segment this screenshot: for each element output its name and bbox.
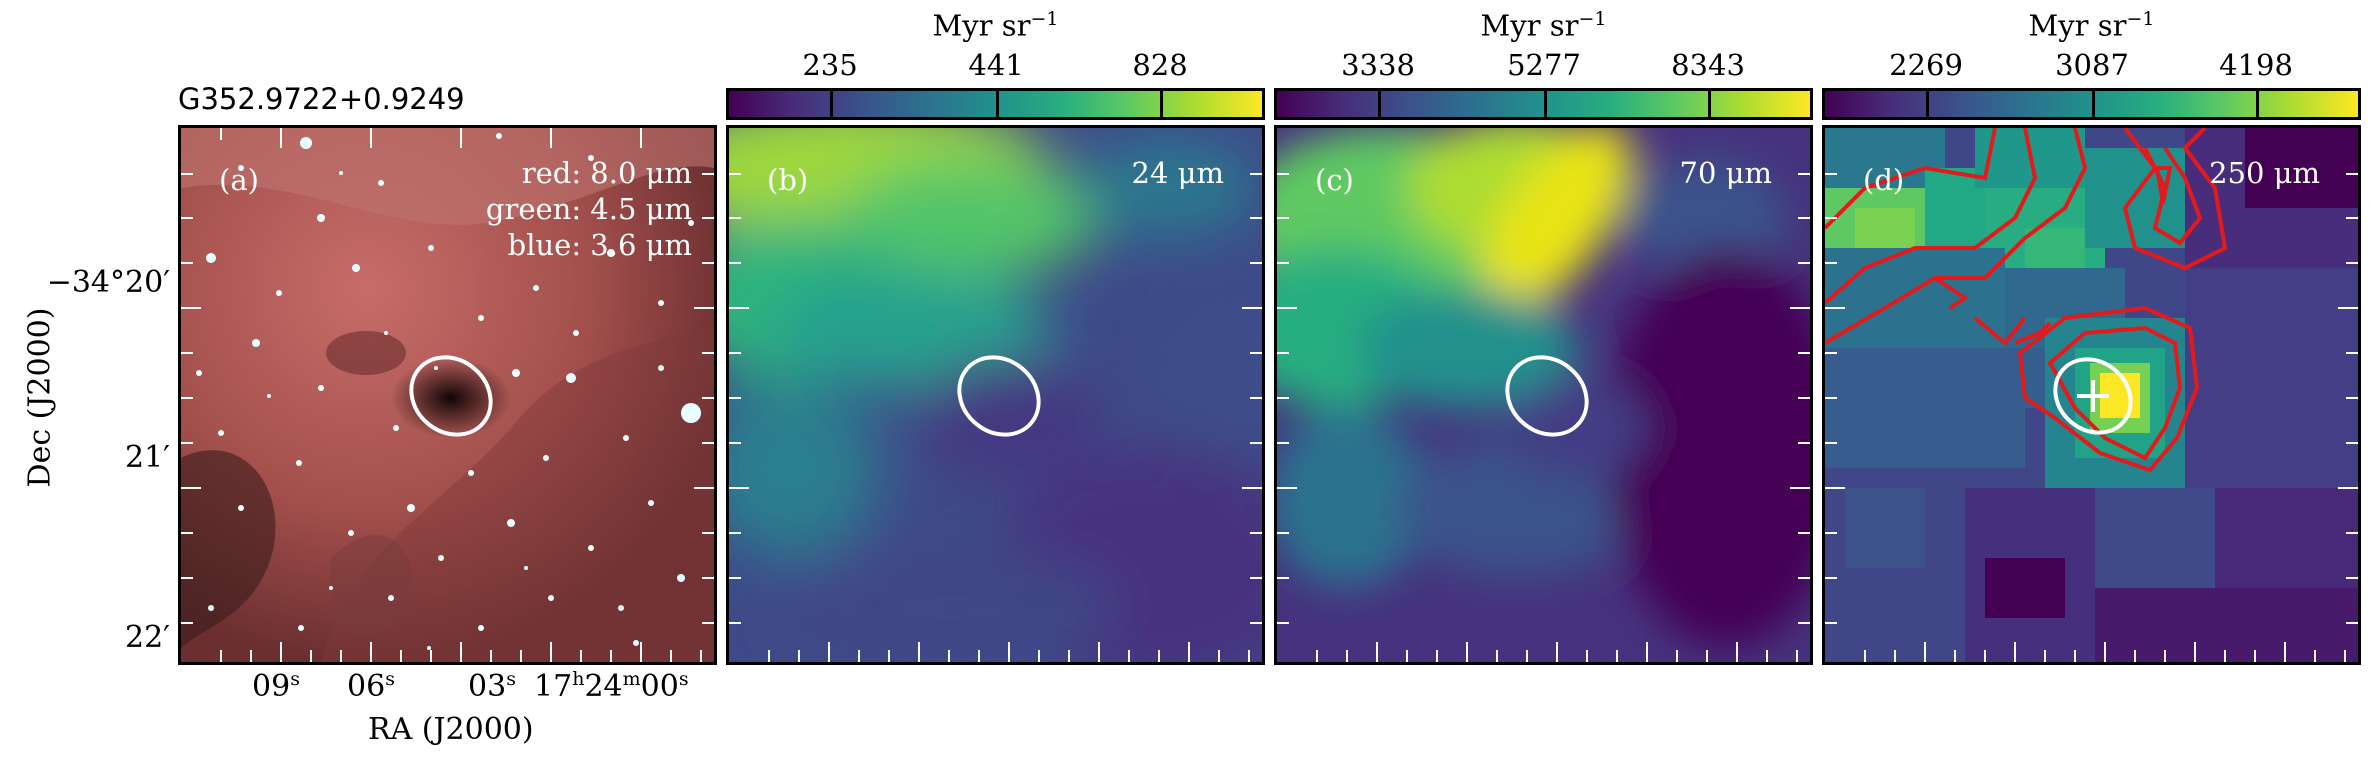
panel-letter: (c) — [1315, 163, 1354, 197]
colorbar-tick-label: 441 — [968, 48, 1024, 82]
panel-c-70um-map: (c) 70 μm — [1274, 125, 1813, 665]
y-tick-label: −34°20′ — [46, 265, 170, 300]
panel-letter: (d) — [1863, 163, 1905, 197]
colorbar-tick-label: 828 — [1132, 48, 1188, 82]
channel-legend-blue: blue: 3.6 μm — [507, 228, 692, 262]
panel-d-graphic — [1825, 128, 2358, 662]
channel-legend-green: green: 4.5 μm — [485, 192, 692, 226]
colorbar-tick-label: 3338 — [1341, 48, 1415, 82]
channel-legend-red: red: 8.0 μm — [521, 156, 692, 190]
colorbar-tick-label: 4198 — [2219, 48, 2293, 82]
colorbar-title: Myr sr−1 — [1480, 8, 1607, 43]
x-axis-label: RA (J2000) — [368, 712, 534, 747]
colorbar-70um — [1274, 88, 1813, 120]
x-tick-label: 09s — [252, 668, 300, 704]
colorbar-tick-label: 5277 — [1507, 48, 1581, 82]
band-label: 250 μm — [2209, 156, 2320, 190]
y-tick-label: 22′ — [125, 620, 170, 655]
band-label: 70 μm — [1679, 156, 1772, 190]
colorbar-250um — [1822, 88, 2361, 120]
colorbar-title: Myr sr−1 — [932, 8, 1059, 43]
x-tick-label: 03s — [468, 668, 516, 704]
colorbar-24um — [726, 88, 1265, 120]
panel-b-graphic — [729, 128, 1262, 662]
colorbar-tick-label: 2269 — [1889, 48, 1963, 82]
source-name: G352.9722+0.9249 — [178, 82, 465, 116]
colorbar-title: Myr sr−1 — [2028, 8, 2155, 43]
colorbar-tick-label: 8343 — [1671, 48, 1745, 82]
band-label: 24 μm — [1131, 156, 1224, 190]
panel-letter: (a) — [219, 163, 259, 197]
panel-letter: (b) — [767, 163, 809, 197]
colorbar-tick-label: 3087 — [2055, 48, 2129, 82]
y-tick-label: 21′ — [125, 440, 170, 475]
panel-d-250um-map: (d) 250 μm — [1822, 125, 2361, 665]
x-tick-label: 06s — [347, 668, 395, 704]
x-tick-label: 17h24m00s — [534, 668, 689, 704]
colorbar-tick-label: 235 — [802, 48, 858, 82]
panel-a-rgb-image: (a) red: 8.0 μm green: 4.5 μm blue: 3.6 … — [178, 125, 717, 665]
panel-b-24um-map: (b) 24 μm — [726, 125, 1265, 665]
panel-a-graphic — [181, 128, 714, 662]
panel-c-graphic — [1277, 128, 1810, 662]
